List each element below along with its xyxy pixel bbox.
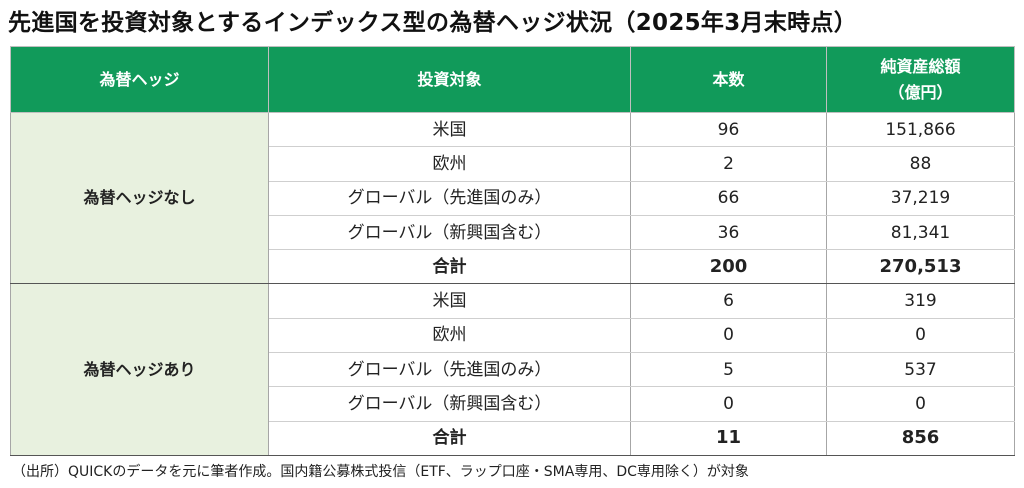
count-cell: 0: [630, 386, 827, 422]
total-label: 合計: [268, 421, 631, 456]
nav-cell: 151,866: [826, 112, 1015, 148]
header-nav: 純資産総額 （億円）: [826, 46, 1015, 113]
header-nav-line1: 純資産総額: [880, 56, 961, 76]
count-cell: 6: [630, 283, 827, 319]
count-cell: 2: [630, 146, 827, 182]
target-cell: 米国: [268, 112, 631, 148]
total-row: 合計 200 270,513: [11, 249, 1015, 285]
nav-cell: 88: [826, 146, 1015, 182]
header-count: 本数: [630, 46, 827, 113]
target-cell: 欧州: [268, 146, 631, 182]
table-row: 為替ヘッジなし 米国 96 151,866: [10, 112, 1015, 285]
target-cell: グローバル（新興国含む）: [268, 215, 631, 251]
total-nav: 856: [826, 421, 1015, 456]
header-nav-line2: （億円）: [888, 82, 953, 102]
count-cell: 0: [630, 318, 827, 354]
group-label-with-hedge: 為替ヘッジあり: [10, 283, 269, 456]
count-cell: 36: [630, 215, 827, 251]
page-title: 先進国を投資対象とするインデックス型の為替ヘッジ状況（2025年3月末時点）: [8, 10, 858, 36]
nav-cell: 81,341: [826, 215, 1015, 251]
target-cell: グローバル（先進国のみ）: [268, 181, 631, 216]
total-count: 11: [630, 421, 827, 456]
group-label-no-hedge: 為替ヘッジなし: [10, 112, 269, 285]
nav-cell: 37,219: [826, 181, 1015, 216]
table-row: 欧州 0 0: [11, 318, 1015, 354]
header-target: 投資対象: [268, 46, 631, 113]
table-row: グローバル（新興国含む） 0 0: [11, 386, 1015, 422]
target-cell: 欧州: [268, 318, 631, 354]
table-row: グローバル（新興国含む） 36 81,341: [11, 215, 1015, 251]
nav-cell: 537: [826, 352, 1015, 388]
count-cell: 96: [630, 112, 827, 148]
source-footnote: （出所）QUICKのデータを元に筆者作成。国内籍公募株式投信（ETF、ラップ口座…: [12, 464, 749, 480]
nav-cell: 0: [826, 318, 1015, 354]
total-row: 合計 11 856: [11, 421, 1015, 456]
table-body: 為替ヘッジなし 米国 96 151,866 欧州 2 88 グローバル（先進国の…: [10, 112, 1015, 456]
total-label: 合計: [268, 249, 631, 285]
target-cell: グローバル（新興国含む）: [268, 386, 631, 422]
nav-cell: 0: [826, 386, 1015, 422]
table-header: 為替ヘッジ 投資対象 本数 純資産総額 （億円）: [10, 46, 1015, 113]
target-cell: グローバル（先進国のみ）: [268, 352, 631, 388]
nav-cell: 319: [826, 283, 1015, 319]
target-cell: 米国: [268, 283, 631, 319]
table-row: グローバル（先進国のみ） 5 537: [11, 352, 1015, 388]
total-nav: 270,513: [826, 249, 1015, 285]
total-count: 200: [630, 249, 827, 285]
count-cell: 66: [630, 181, 827, 216]
table-row: グローバル（先進国のみ） 66 37,219: [11, 181, 1015, 216]
count-cell: 5: [630, 352, 827, 388]
table-row: 欧州 2 88: [11, 146, 1015, 182]
header-hedge: 為替ヘッジ: [10, 46, 269, 113]
header-row: 為替ヘッジ 投資対象 本数 純資産総額 （億円）: [10, 46, 1015, 113]
table-row: 為替ヘッジあり 米国 6 319: [10, 283, 1015, 456]
hedge-status-table: 為替ヘッジ 投資対象 本数 純資産総額 （億円） 為替ヘッジなし 米国 96 1…: [10, 46, 1015, 456]
